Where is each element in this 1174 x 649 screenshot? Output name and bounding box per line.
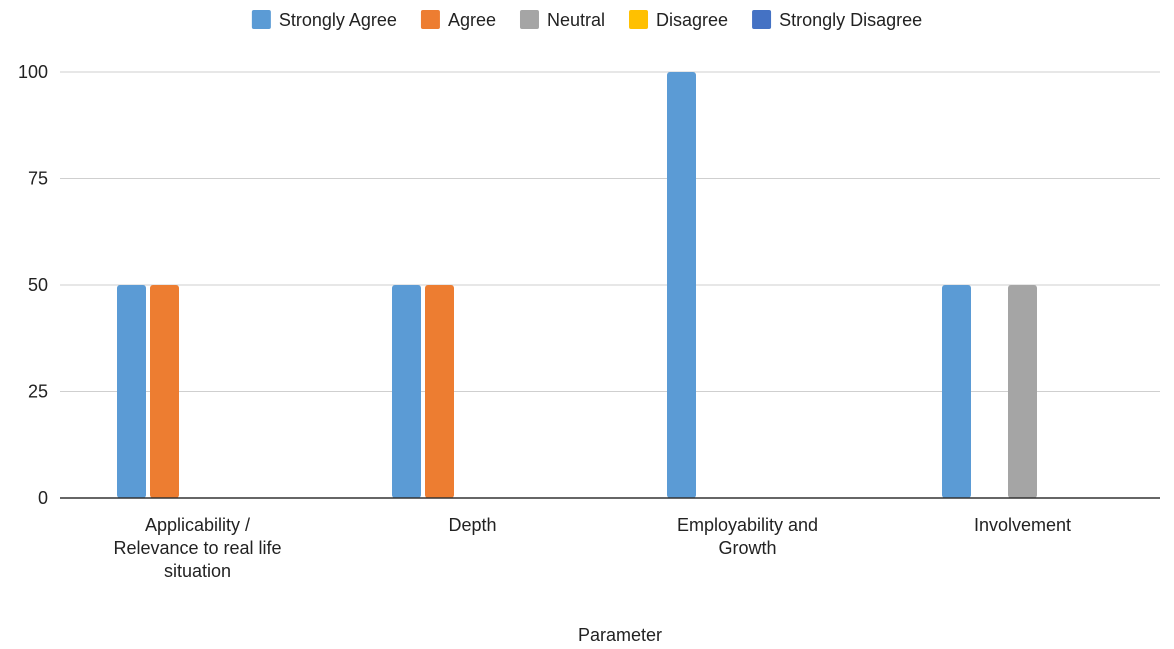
- legend-item: Agree: [420, 10, 496, 30]
- y-tick-label: 100: [18, 62, 48, 82]
- legend-label: Neutral: [547, 10, 605, 30]
- x-tick-label: Depth: [448, 515, 496, 535]
- y-tick-label: 25: [28, 382, 48, 402]
- legend-swatch: [629, 10, 649, 29]
- x-tick-label: Employability and Growth: [677, 515, 818, 558]
- x-axis-title: Parameter: [578, 625, 662, 645]
- y-tick-label: 75: [28, 169, 48, 189]
- y-axis-tick-labels: 0 25 50 75 100: [18, 62, 48, 508]
- legend-label: Agree: [448, 10, 496, 30]
- legend-swatch: [420, 10, 440, 29]
- x-axis-tick-labels: Applicability / Relevance to real life sit…: [113, 515, 1071, 581]
- legend-swatch: [251, 10, 271, 29]
- legend-swatch: [519, 10, 539, 29]
- legend-item: Strongly Disagree: [752, 10, 922, 30]
- chart-legend: Strongly Agree Agree Neutral Disagree Strong…: [251, 10, 922, 30]
- y-gridlines: [60, 71, 1160, 392]
- legend-item: Disagree: [629, 10, 728, 30]
- bar: [150, 285, 179, 498]
- legend-item: Neutral: [519, 10, 605, 30]
- y-tick-label: 50: [28, 275, 48, 295]
- x-tick-label: Involvement: [974, 515, 1071, 535]
- legend-item: Strongly Agree: [251, 10, 397, 30]
- legend-swatch: [752, 10, 772, 29]
- y-tick-label: 0: [38, 488, 48, 508]
- legend-label: Strongly Disagree: [779, 10, 922, 30]
- bar: [117, 285, 146, 498]
- bar: [1008, 285, 1037, 498]
- legend-label: Disagree: [656, 10, 728, 30]
- bar: [667, 72, 696, 498]
- legend-label: Strongly Agree: [279, 10, 397, 30]
- bars: [117, 72, 1037, 498]
- x-tick-label: Applicability / Relevance to real life sit…: [113, 515, 281, 581]
- bar: [942, 285, 971, 498]
- bar: [392, 285, 421, 498]
- bar: [425, 285, 454, 498]
